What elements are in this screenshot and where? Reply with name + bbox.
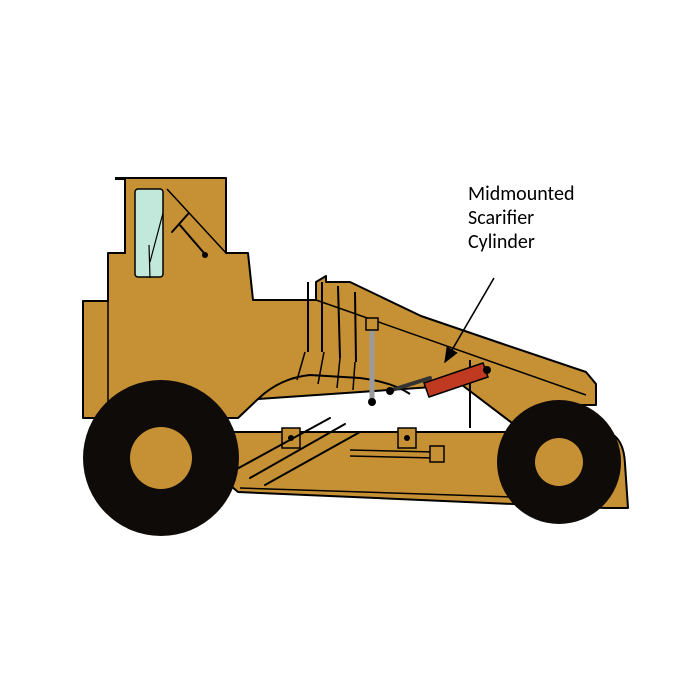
motor-grader-diagram: MidmountedScarifierCylinder [0, 0, 700, 700]
